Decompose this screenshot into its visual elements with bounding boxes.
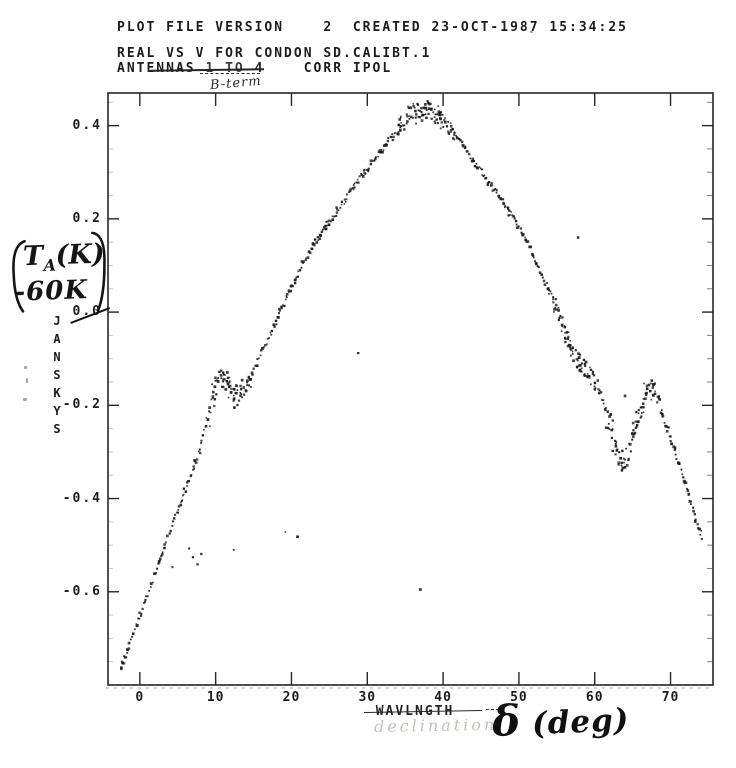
pencil-declination: declination xyxy=(373,714,498,737)
x-tick-label: 30 xyxy=(358,690,377,705)
y-tick-label: -0.2 xyxy=(62,397,102,413)
x-tick-label: 70 xyxy=(661,690,680,705)
x-axis-strikethrough-dashes xyxy=(486,709,504,710)
scan-speckle xyxy=(23,398,27,401)
y-tick-label: -0.4 xyxy=(62,490,102,506)
x-tick-label: 0 xyxy=(135,690,145,705)
hand-bracket-right xyxy=(91,231,106,313)
hand-note-line1: TA(K) xyxy=(22,238,106,275)
corr-label: CORR IPOL xyxy=(264,61,393,76)
scan-speckle xyxy=(24,366,27,369)
x-tick-label: 20 xyxy=(282,690,301,705)
delta-unit: (deg) xyxy=(519,702,631,743)
hand-bracket-left xyxy=(12,239,26,313)
antennas-label: ANTENNAS xyxy=(117,61,196,76)
antennas-line: ANTENNAS 1 TO 4 CORR IPOL xyxy=(117,61,392,76)
x-tick-label: 10 xyxy=(206,690,225,705)
y-tick-label: -0.6 xyxy=(62,583,102,599)
plot-file-version-line: PLOT FILE VERSION 2 CREATED 23-OCT-1987 … xyxy=(117,20,628,35)
scan-speckle xyxy=(530,31,533,33)
y-tick-label: 0.4 xyxy=(72,117,102,133)
handwritten-delta-label: δ (deg) xyxy=(491,691,630,746)
scatter-series xyxy=(120,100,703,671)
x-axis-title: WAVLNGTH xyxy=(375,704,455,719)
hand-note-line2: -60K xyxy=(13,275,89,308)
hand-bracket-strokes xyxy=(12,231,110,324)
plot-title-line: REAL VS V FOR CONDON SD.CALIBT.1 xyxy=(117,46,432,61)
antennas-struck-text: 1 TO xyxy=(195,61,255,76)
scan-speckle xyxy=(26,378,28,383)
x-tick-label: 50 xyxy=(510,690,528,705)
antennas-count: 4 xyxy=(254,61,265,76)
y-tick-label: 0.2 xyxy=(72,210,102,226)
x-tick-label: 60 xyxy=(585,690,604,705)
hand-strikeout-stroke xyxy=(70,307,110,324)
antennas-strikethrough-line-2 xyxy=(200,73,260,74)
y-axis-title: JANSKYS xyxy=(50,314,64,440)
handwritten-ta-note: TA(K) -60K xyxy=(0,226,122,338)
x-tick-label: 40 xyxy=(434,690,452,705)
delta-glyph: δ xyxy=(490,695,522,746)
plot-frame xyxy=(107,92,714,686)
